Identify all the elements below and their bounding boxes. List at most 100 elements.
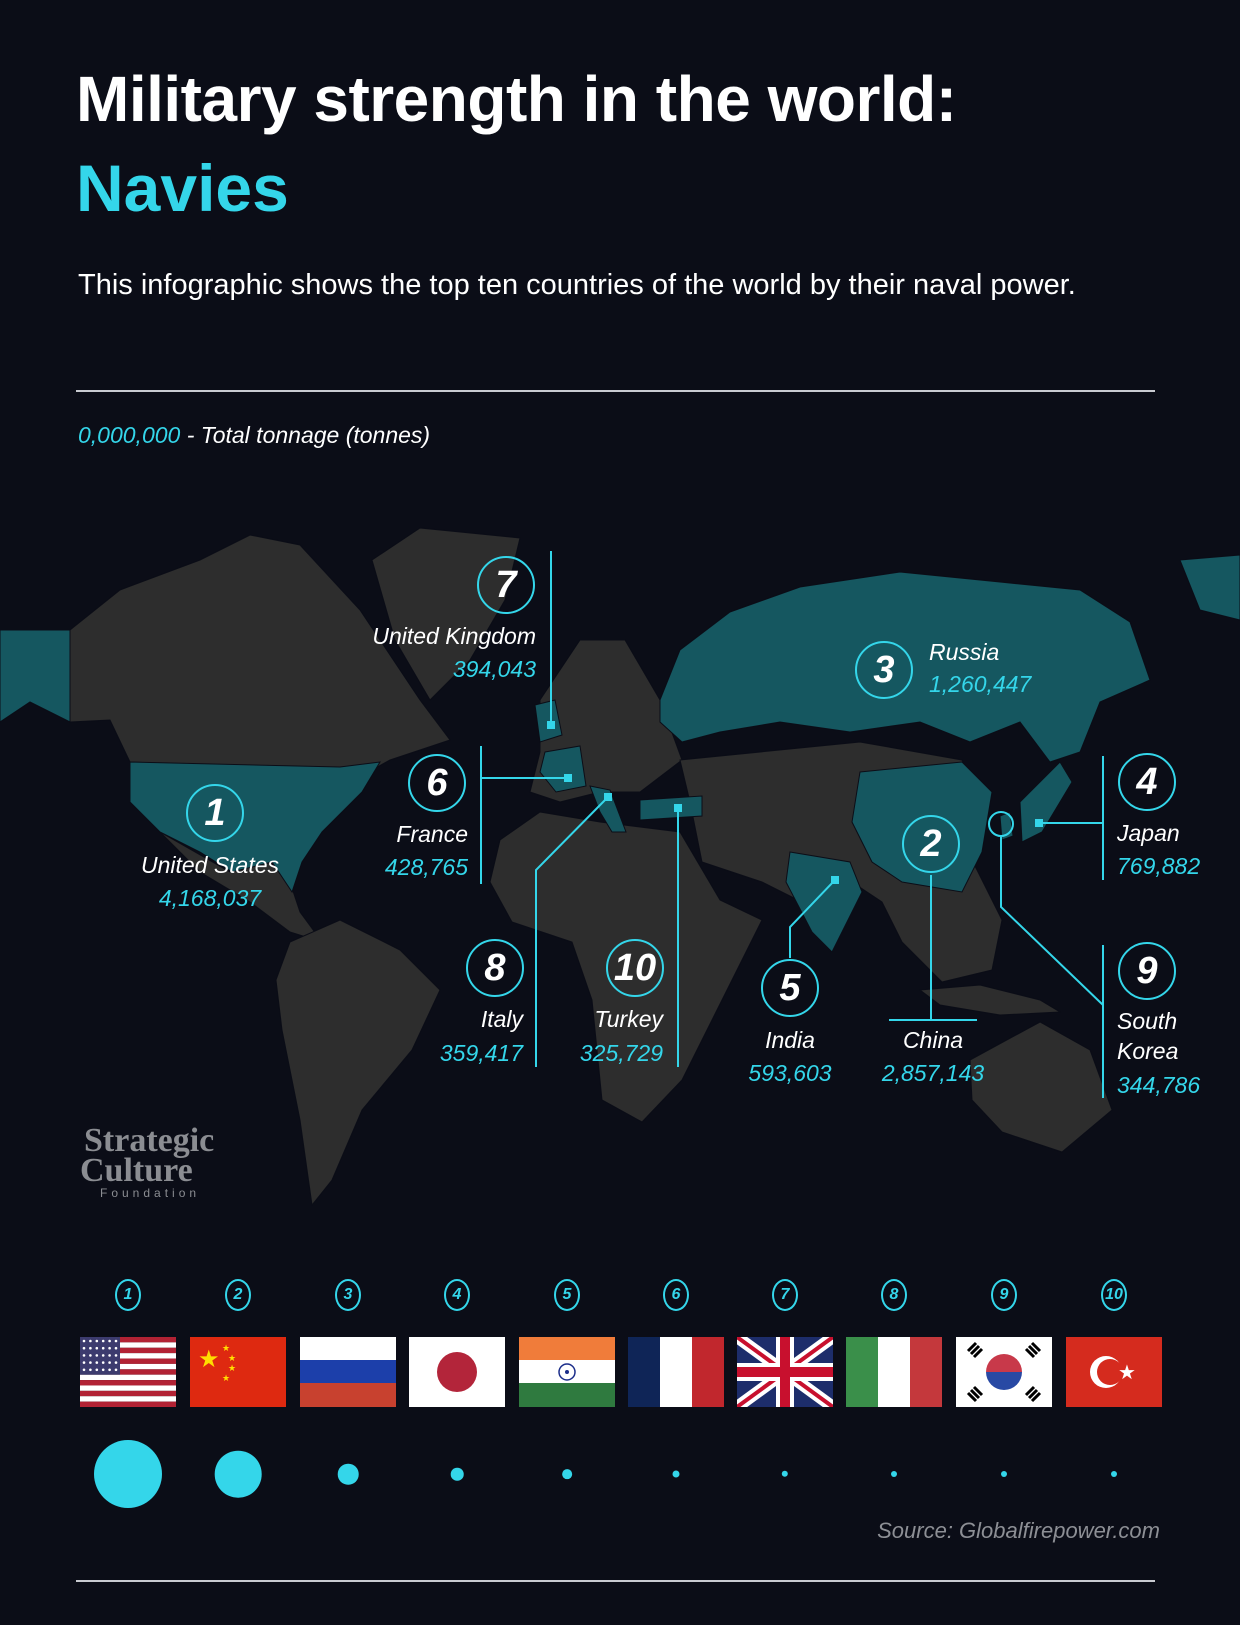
- rank-number-badge: 9: [991, 1279, 1017, 1311]
- rank-badge-france: 6: [408, 754, 466, 812]
- leader-south-korea: [1000, 836, 1104, 1006]
- svg-text:★: ★: [198, 1346, 220, 1373]
- map-turkey: [639, 795, 703, 821]
- rank-badge-united-states: 1: [186, 784, 244, 842]
- svg-text:★: ★: [222, 1343, 230, 1353]
- rank-badge-russia: 3: [855, 641, 913, 699]
- rank-number-badge: 1: [115, 1279, 141, 1311]
- map-alaska: [0, 629, 71, 723]
- uk-flag: [737, 1337, 833, 1407]
- label-turkey: Turkey: [594, 1006, 663, 1032]
- france-flag: [628, 1337, 724, 1407]
- label-south-korea-line2: Korea: [1117, 1038, 1179, 1064]
- marker-turkey: [674, 804, 682, 812]
- page-title: Military strength in the world:: [76, 63, 957, 135]
- value-japan: 769,882: [1117, 853, 1201, 879]
- source-credit: Source: Globalfirepower.com: [877, 1518, 1160, 1543]
- value-france: 428,765: [384, 854, 468, 880]
- rank-number-united-kingdom: 7: [737, 1279, 833, 1311]
- tonnage-bubble-japan: [450, 1467, 464, 1481]
- leader-india: [789, 879, 836, 958]
- value-turkey: 325,729: [579, 1040, 663, 1066]
- tonnage-bubble-south-korea: [1001, 1471, 1007, 1477]
- legend-sample-number: 0,000,000: [78, 422, 181, 448]
- leader-china: [889, 875, 977, 1021]
- rank-number-badge: 6: [663, 1279, 689, 1311]
- japan-flag: [409, 1337, 505, 1407]
- label-france: France: [396, 821, 468, 847]
- rank-number-russia: 3: [300, 1279, 396, 1311]
- tonnage-bubble-italy: [891, 1471, 897, 1477]
- svg-text:★: ★: [228, 1353, 236, 1363]
- label-china: China: [902, 1027, 964, 1053]
- map-japan: [1019, 761, 1073, 843]
- tonnage-bubble-india: [562, 1469, 572, 1479]
- rank-number-france: 6: [628, 1279, 724, 1311]
- china-flag: ★ ★ ★ ★ ★: [190, 1337, 286, 1407]
- legend-label: - Total tonnage (tonnes): [186, 422, 431, 448]
- rank-badge-japan: 4: [1118, 753, 1176, 811]
- tonnage-bubble-france: [672, 1470, 680, 1478]
- india-flag: [519, 1337, 615, 1407]
- svg-text:★: ★: [1118, 1362, 1136, 1384]
- rank-number-japan: 4: [409, 1279, 505, 1311]
- turkey-flag: ★: [1066, 1337, 1162, 1407]
- marker-france: [564, 774, 572, 782]
- label-italy: Italy: [480, 1006, 523, 1032]
- leader-italy: [535, 796, 609, 1067]
- value-india: 593,603: [748, 1060, 832, 1086]
- leader-japan: [1039, 756, 1104, 880]
- bottom-divider: [76, 1580, 1155, 1582]
- marker-japan: [1035, 819, 1043, 827]
- rank-number-badge: 5: [554, 1279, 580, 1311]
- rank-number-turkey: 10: [1066, 1279, 1162, 1311]
- label-russia: Russia: [929, 639, 1000, 665]
- map-canada: [69, 534, 451, 783]
- map-france: [539, 745, 587, 793]
- map-russia-east: [1179, 554, 1240, 621]
- value-united-states: 4,168,037: [158, 885, 262, 911]
- svg-text:★: ★: [228, 1363, 236, 1373]
- us-flag: [80, 1337, 176, 1407]
- rank-badge-china: 2: [902, 815, 960, 873]
- russia-flag: [300, 1337, 396, 1407]
- label-india: India: [765, 1027, 815, 1053]
- tonnage-bubble-turkey: [1111, 1471, 1117, 1477]
- map-australia: [969, 1021, 1113, 1153]
- legend: 0,000,000 - Total tonnage (tonnes): [78, 422, 430, 449]
- south-korea-flag: [956, 1337, 1052, 1407]
- value-italy: 359,417: [439, 1040, 523, 1066]
- tonnage-bubble-china: [214, 1450, 262, 1498]
- rank-number-badge: 4: [444, 1279, 470, 1311]
- logo-line1: Strategic: [84, 1122, 215, 1159]
- rank-badge-turkey: 10: [606, 939, 664, 997]
- rank-number-badge: 7: [772, 1279, 798, 1311]
- label-south-korea-line1: South: [1117, 1008, 1178, 1034]
- marker-india: [831, 876, 839, 884]
- marker-uk: [547, 721, 555, 729]
- value-united-kingdom: 394,043: [452, 656, 536, 682]
- label-united-states: United States: [140, 852, 280, 878]
- rank-badge-south-korea: 9: [1118, 942, 1176, 1000]
- tonnage-bubble-united-kingdom: [781, 1470, 789, 1478]
- rank-number-italy: 8: [846, 1279, 942, 1311]
- rank-number-india: 5: [519, 1279, 615, 1311]
- rank-number-badge: 10: [1101, 1279, 1127, 1311]
- strategic-culture-logo: Strategic Culture Foundation: [80, 1122, 215, 1201]
- rank-number-badge: 3: [335, 1279, 361, 1311]
- logo-line3: Foundation: [100, 1186, 201, 1200]
- south-korea-marker-ring: [988, 811, 1014, 837]
- page-subtitle: Navies: [76, 151, 289, 225]
- top-divider: [76, 390, 1155, 392]
- description: This infographic shows the top ten count…: [78, 269, 1076, 301]
- map-indonesia: [918, 984, 1062, 1016]
- rank-badge-italy: 8: [466, 939, 524, 997]
- map-south-america: [275, 919, 441, 1207]
- value-china: 2,857,143: [881, 1060, 985, 1086]
- label-united-kingdom: United Kingdom: [372, 623, 536, 649]
- rank-badge-united-kingdom: 7: [477, 556, 535, 614]
- marker-italy: [604, 793, 612, 801]
- logo-line2: Culture: [80, 1152, 193, 1189]
- italy-flag: [846, 1337, 942, 1407]
- rank-number-badge: 2: [225, 1279, 251, 1311]
